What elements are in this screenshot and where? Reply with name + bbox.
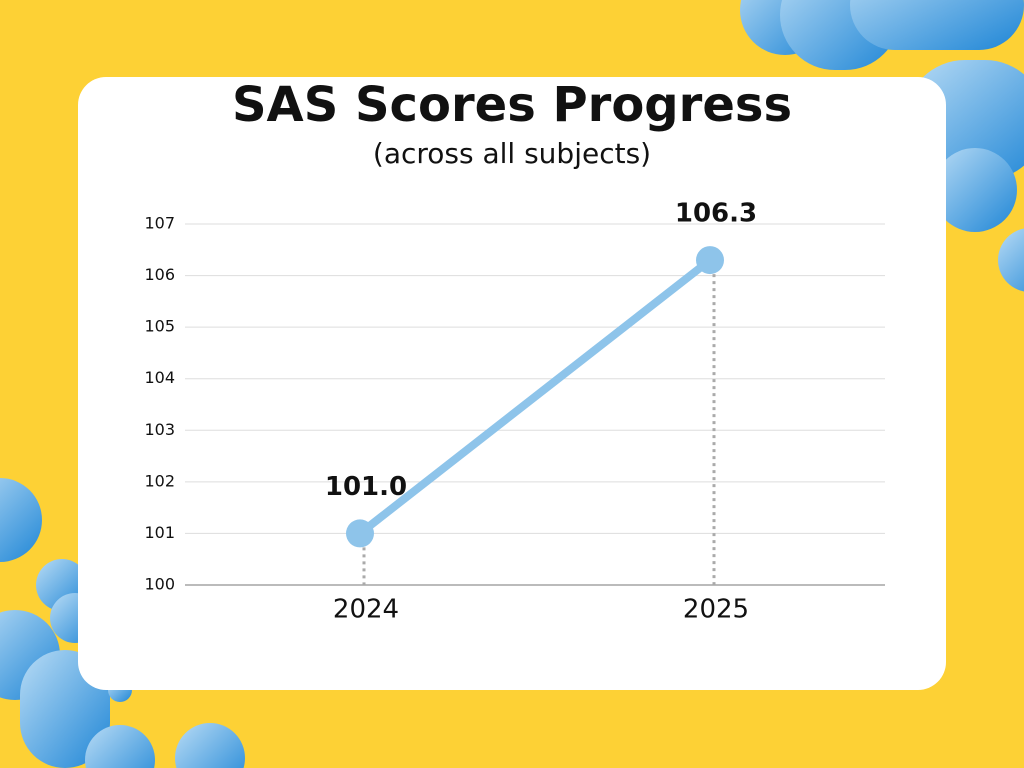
y-tick-label: 101: [144, 523, 175, 542]
line: [356, 256, 714, 538]
value-label: 106.3: [675, 199, 757, 229]
y-tick-label: 104: [144, 368, 175, 387]
chart-title: SAS Scores Progress: [232, 77, 792, 133]
point: [346, 519, 374, 548]
chart-subtitle: (across all subjects): [373, 137, 651, 170]
x-tick-label: 2024: [333, 595, 399, 625]
y-tick-label: 103: [144, 420, 175, 439]
x-tick-label: 2025: [683, 595, 749, 625]
y-tick-label: 102: [144, 471, 175, 490]
y-tick-label: 105: [144, 317, 175, 336]
y-tick-label: 106: [144, 265, 175, 284]
y-tick-label: 100: [144, 575, 175, 594]
y-tick-label: 107: [144, 214, 175, 233]
value-label: 101.0: [325, 472, 407, 502]
point: [696, 246, 724, 275]
card: [78, 77, 946, 690]
